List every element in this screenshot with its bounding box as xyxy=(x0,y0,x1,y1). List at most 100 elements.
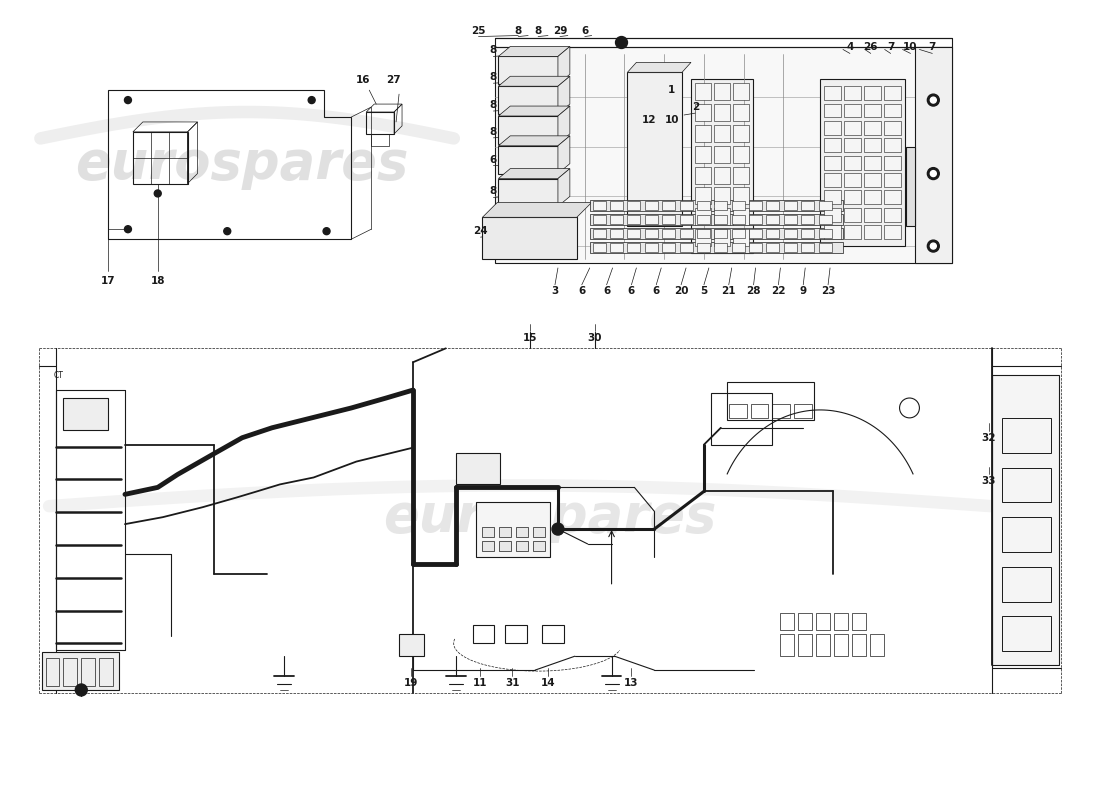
Bar xyxy=(883,226,901,239)
Text: 8: 8 xyxy=(490,46,497,55)
Bar xyxy=(780,613,794,630)
Circle shape xyxy=(75,684,87,696)
Bar xyxy=(727,382,814,420)
Text: 6: 6 xyxy=(628,286,635,296)
Circle shape xyxy=(124,97,131,103)
Bar xyxy=(824,208,842,222)
Text: 2: 2 xyxy=(692,102,700,112)
Text: 9: 9 xyxy=(800,286,806,296)
Bar xyxy=(883,190,901,204)
Bar xyxy=(627,229,640,238)
Bar xyxy=(864,173,881,187)
Bar xyxy=(714,104,729,121)
Bar xyxy=(821,79,904,246)
Bar xyxy=(483,218,576,259)
Bar xyxy=(645,243,658,252)
Bar xyxy=(844,173,861,187)
Bar xyxy=(697,202,710,210)
Text: 8: 8 xyxy=(490,72,497,82)
Bar xyxy=(662,243,675,252)
Text: 13: 13 xyxy=(624,678,639,688)
Bar xyxy=(844,190,861,204)
Bar xyxy=(844,138,861,152)
Text: 20: 20 xyxy=(674,286,689,296)
Bar xyxy=(780,634,794,656)
Text: 7: 7 xyxy=(928,42,936,53)
Bar xyxy=(534,541,544,551)
Text: 17: 17 xyxy=(101,276,116,286)
Text: 33: 33 xyxy=(981,477,997,486)
Text: 10: 10 xyxy=(903,42,917,53)
Bar xyxy=(870,634,883,656)
Bar xyxy=(483,541,494,551)
Bar xyxy=(593,202,606,210)
Bar xyxy=(714,83,729,100)
Bar xyxy=(714,202,727,210)
Bar xyxy=(662,202,675,210)
Circle shape xyxy=(308,97,315,103)
Bar xyxy=(732,243,745,252)
Bar xyxy=(680,202,693,210)
Bar xyxy=(732,229,745,238)
Bar xyxy=(772,404,790,418)
Bar xyxy=(695,83,711,100)
Circle shape xyxy=(931,243,936,249)
Bar xyxy=(824,226,842,239)
Circle shape xyxy=(124,226,131,233)
Polygon shape xyxy=(498,136,570,146)
Bar xyxy=(498,86,558,114)
Text: 6: 6 xyxy=(579,286,585,296)
Text: 23: 23 xyxy=(821,286,835,296)
Bar xyxy=(627,243,640,252)
Bar xyxy=(680,229,693,238)
Text: 8: 8 xyxy=(490,127,497,137)
Bar xyxy=(824,190,842,204)
Bar xyxy=(662,215,675,224)
Bar xyxy=(662,229,675,238)
Text: 8: 8 xyxy=(490,100,497,110)
Text: 24: 24 xyxy=(473,226,487,236)
Bar xyxy=(499,541,512,551)
Bar xyxy=(883,208,901,222)
Text: 3: 3 xyxy=(551,286,559,296)
Bar xyxy=(627,202,640,210)
Bar xyxy=(824,173,842,187)
Bar xyxy=(864,208,881,222)
Bar xyxy=(542,626,564,643)
Bar xyxy=(1002,418,1052,453)
Bar xyxy=(728,404,747,418)
Bar xyxy=(883,103,901,118)
Bar xyxy=(610,243,623,252)
Bar xyxy=(534,527,544,537)
Bar xyxy=(732,215,745,224)
Bar xyxy=(695,125,711,142)
Bar xyxy=(905,146,915,226)
Bar xyxy=(883,173,901,187)
Text: 8: 8 xyxy=(515,26,521,35)
Bar xyxy=(473,626,494,643)
Text: 19: 19 xyxy=(404,678,418,688)
Circle shape xyxy=(552,523,564,535)
Bar xyxy=(1002,467,1052,502)
Bar xyxy=(64,658,77,686)
Polygon shape xyxy=(558,76,570,114)
Bar xyxy=(733,104,749,121)
Bar xyxy=(42,652,119,690)
Bar xyxy=(883,138,901,152)
Bar xyxy=(680,215,693,224)
Bar xyxy=(714,166,729,183)
Text: 22: 22 xyxy=(771,286,785,296)
Bar xyxy=(851,613,866,630)
Bar xyxy=(824,156,842,170)
Polygon shape xyxy=(627,62,691,72)
Text: 29: 29 xyxy=(552,26,568,35)
Bar xyxy=(799,634,812,656)
Bar xyxy=(714,229,729,246)
Bar xyxy=(399,634,424,656)
Bar xyxy=(499,527,512,537)
Text: 15: 15 xyxy=(522,334,538,343)
Bar xyxy=(818,215,832,224)
Bar xyxy=(590,200,843,211)
Bar xyxy=(714,125,729,142)
Bar xyxy=(816,613,831,630)
